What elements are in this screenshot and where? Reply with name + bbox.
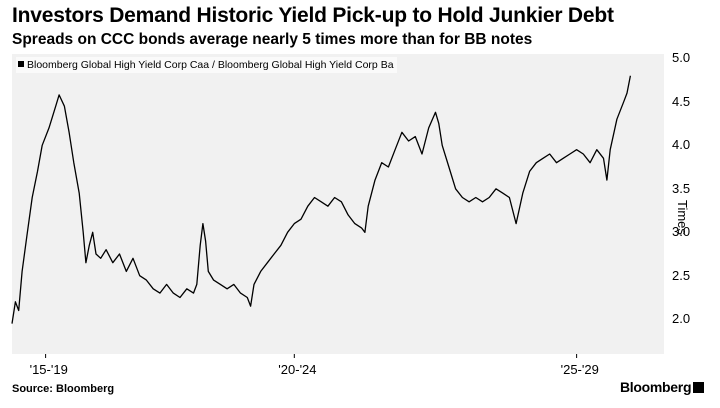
bloomberg-logo: Bloomberg xyxy=(620,379,705,395)
y-tick-label: 2.0 xyxy=(672,311,691,327)
y-tick-label: 3.0 xyxy=(672,224,691,240)
x-tick-label: '15-'19 xyxy=(29,362,68,377)
legend-swatch xyxy=(18,61,24,67)
y-axis-label: Times xyxy=(675,200,690,235)
chart-subtitle: Spreads on CCC bonds average nearly 5 ti… xyxy=(12,31,533,48)
legend: Bloomberg Global High Yield Corp Caa / B… xyxy=(16,57,397,73)
x-tick-label: '25-'29 xyxy=(560,362,599,377)
x-tick-label: '20-'24 xyxy=(278,362,317,377)
y-tick-label: 5.0 xyxy=(672,50,691,66)
y-tick-label: 4.0 xyxy=(672,137,691,153)
legend-entry: Bloomberg Global High Yield Corp Caa / B… xyxy=(27,59,394,71)
source-note: Source: Bloomberg xyxy=(12,383,115,395)
series-line xyxy=(11,75,632,324)
y-tick-label: 4.5 xyxy=(672,93,691,109)
y-tick-label: 3.5 xyxy=(672,180,691,196)
plot-area xyxy=(12,54,664,354)
bloomberg-mark-icon xyxy=(693,382,705,393)
y-tick-label: 2.5 xyxy=(672,267,691,283)
chart-title: Investors Demand Historic Yield Pick-up … xyxy=(12,4,614,27)
brand-name: Bloomberg xyxy=(620,379,692,395)
